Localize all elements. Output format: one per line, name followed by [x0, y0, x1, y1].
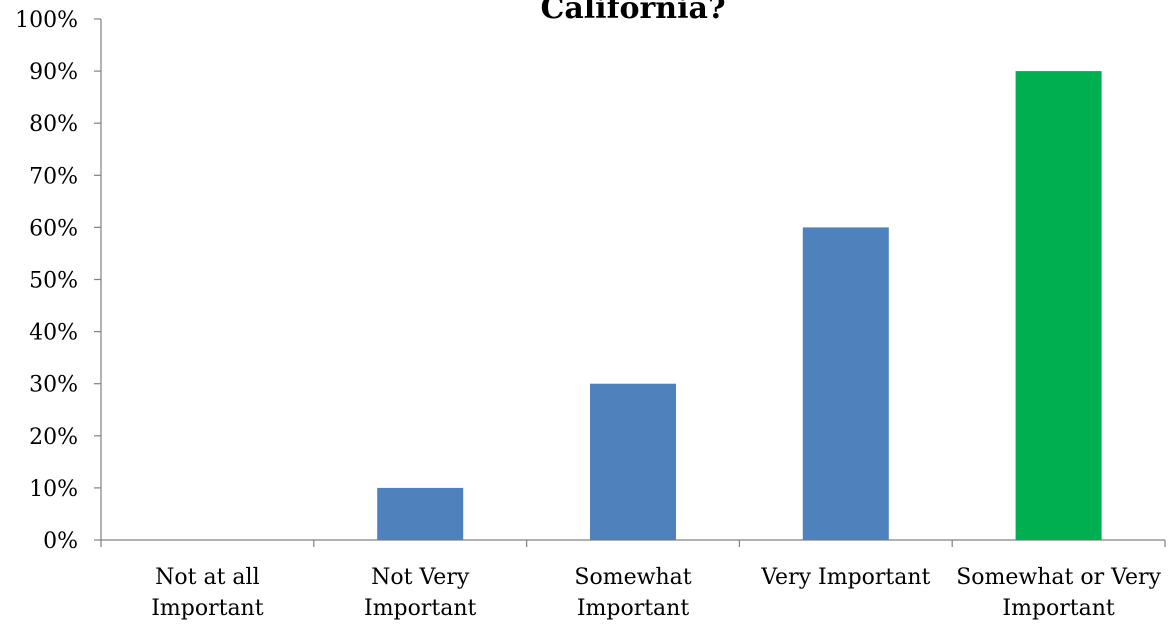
x-category-label: Very Important: [760, 565, 930, 590]
y-tick-label: 10%: [29, 477, 78, 502]
y-tick-label: 50%: [29, 269, 78, 294]
y-tick-label: 30%: [29, 373, 78, 398]
y-tick-label: 70%: [29, 164, 78, 189]
x-category-label: Somewhat or Very Important: [956, 565, 1161, 620]
bars: [377, 71, 1102, 540]
y-tick-label: 100%: [15, 8, 78, 33]
x-category-label: Somewhat Important: [574, 565, 691, 620]
y-tick-label: 0%: [43, 529, 78, 554]
bar: [377, 487, 464, 540]
y-tick-label: 90%: [29, 60, 78, 85]
y-tick-label: 60%: [29, 216, 78, 241]
bar: [590, 383, 676, 540]
y-tick-label: 20%: [29, 425, 78, 450]
y-tick-label: 80%: [29, 112, 78, 137]
x-category-label: Not Very Important: [364, 565, 477, 620]
chart-title: California?: [540, 0, 725, 26]
labels: 0% 10% 20% 30% 40% 50% 60% 70% 80% 90% 100% Not at …: [15, 8, 1161, 621]
bar: [802, 227, 889, 540]
bar: [1015, 71, 1102, 540]
y-tick-label: 40%: [29, 321, 78, 346]
x-category-label: Not at all Important: [151, 565, 264, 620]
